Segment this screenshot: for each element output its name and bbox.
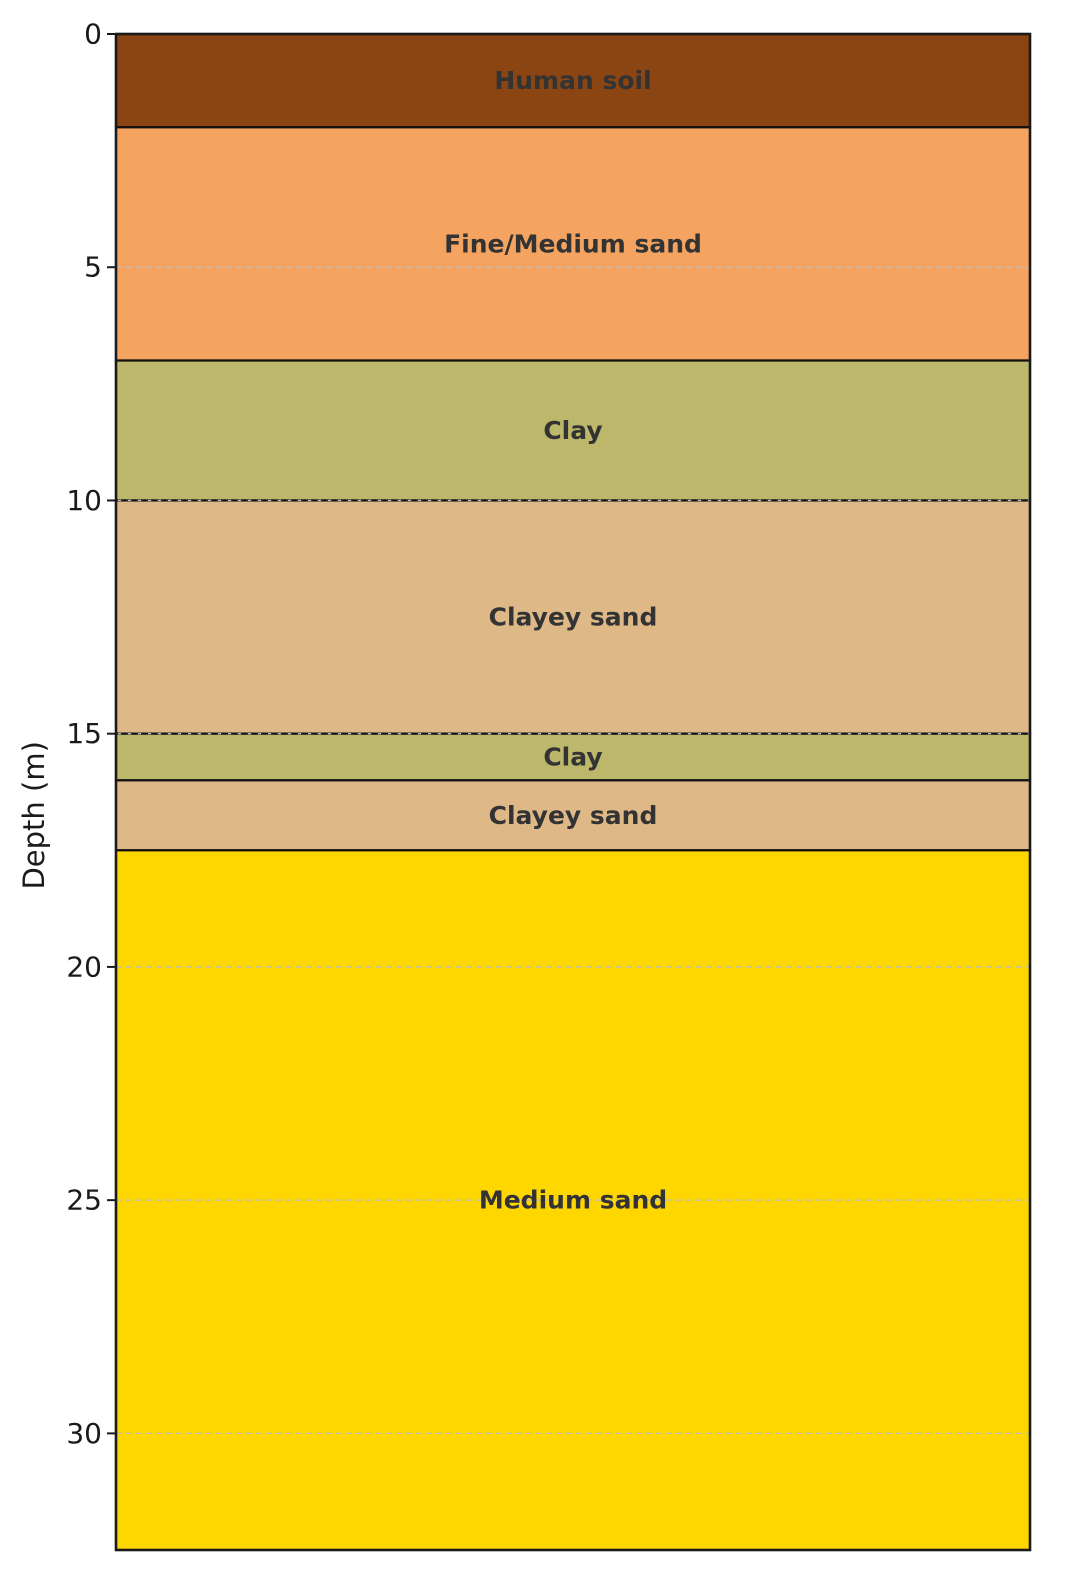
y-tick-label: 10 xyxy=(66,484,102,517)
layer-label: Medium sand xyxy=(479,1186,667,1215)
layer-label: Human soil xyxy=(494,66,651,95)
y-tick-label: 25 xyxy=(66,1184,102,1217)
plot-frame xyxy=(114,32,1032,1552)
layer-bar xyxy=(114,499,1032,735)
layer-label: Clayey sand xyxy=(489,603,658,632)
y-tick-label: 20 xyxy=(66,950,102,983)
layer-label: Clay xyxy=(543,416,602,445)
y-tick-label: 0 xyxy=(84,18,102,51)
layers-group xyxy=(114,32,1032,1552)
layer-label: Clayey sand xyxy=(489,801,658,830)
y-tick-label: 30 xyxy=(66,1417,102,1450)
layer-bar xyxy=(114,32,1032,129)
y-tick-label: 15 xyxy=(66,717,102,750)
layer-labels: Human soil Fine/Medium sand Clay Clayey san… xyxy=(444,66,702,1215)
y-tick-label: 5 xyxy=(84,251,102,284)
layer-label: Clay xyxy=(543,743,602,772)
layer-bar xyxy=(114,359,1032,502)
y-axis-label: Depth (m) xyxy=(17,741,51,889)
y-axis: 0 5 10 15 20 25 30 xyxy=(66,18,116,1450)
layer-label: Fine/Medium sand xyxy=(444,229,702,258)
layer-bar xyxy=(114,126,1032,362)
